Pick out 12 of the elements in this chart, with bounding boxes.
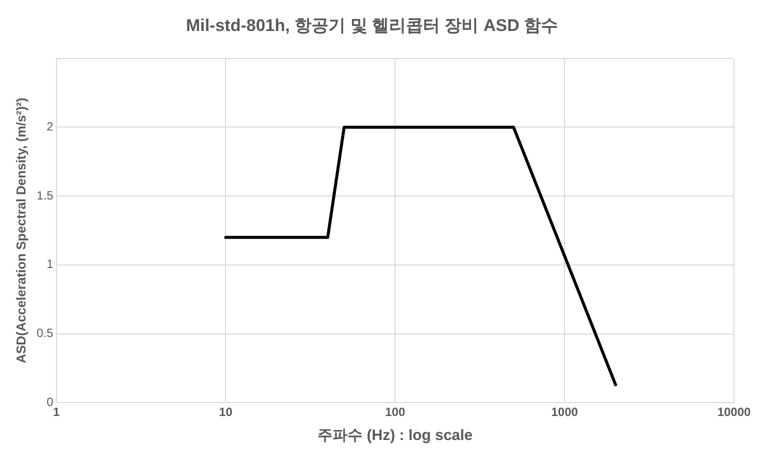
x-axis-title: 주파수 (Hz) : log scale [318,427,473,444]
y-tick-label: 1.5 [36,188,54,202]
y-tick-label: 0.5 [36,326,54,340]
x-tick-label: 1000 [551,405,578,420]
y-tick-label: 2 [46,120,54,134]
y-tick-label: 0 [46,394,54,409]
y-axis-title: ASD(Acceleration Spectral Density, (m/s²)²) [13,98,28,364]
y-tick-label: 1 [46,257,54,272]
x-tick-label: 100 [385,405,406,420]
x-tick-label: 10 [219,405,233,420]
chart-title: Mil-std-801h, 항공기 및 헬리콥터 장비 ASD 함수 [186,16,558,35]
x-tick-label: 10000 [717,405,752,420]
